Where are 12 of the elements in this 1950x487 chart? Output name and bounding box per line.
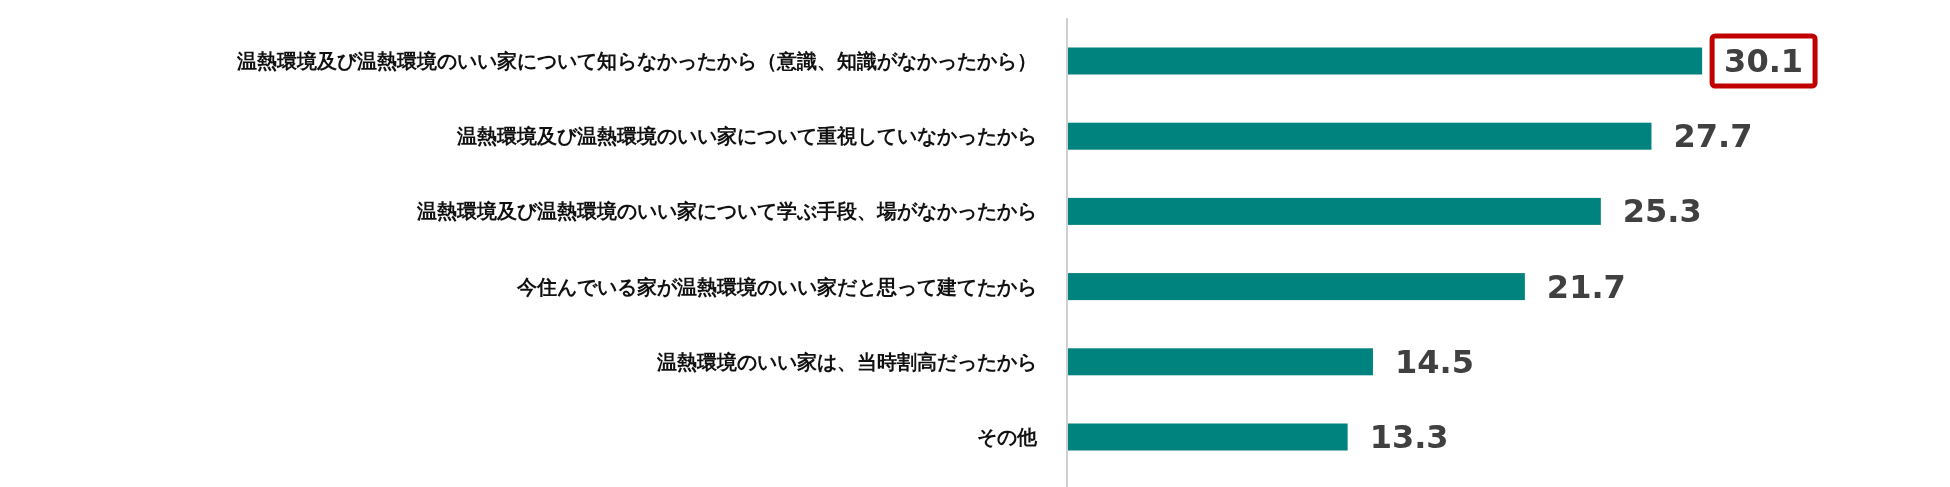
- y-tick-label: 温熱環境及び温熱環境のいい家について学ぶ手段、場がなかったから: [416, 199, 1037, 224]
- y-tick-label: 温熱環境及び温熱環境のいい家について知らなかったから（意識、知識がなかったから）: [236, 49, 1037, 73]
- data-label: 30.1: [1724, 42, 1804, 80]
- data-label: 13.3: [1369, 418, 1449, 456]
- data-label: 21.7: [1546, 267, 1626, 306]
- data-label: 27.7: [1673, 117, 1753, 156]
- y-tick-label: 温熱環境及び温熱環境のいい家について重視していなかったから: [456, 124, 1037, 149]
- y-tick-label: 今住んでいる家が温熱環境のいい家だと思って建てたから: [516, 274, 1037, 299]
- y-tick-label: その他: [977, 425, 1038, 449]
- data-label: 25.3: [1622, 192, 1702, 231]
- data-label: 14.5: [1394, 342, 1474, 381]
- y-tick-label: 温熱環境のいい家は、当時割高だったから: [656, 349, 1037, 374]
